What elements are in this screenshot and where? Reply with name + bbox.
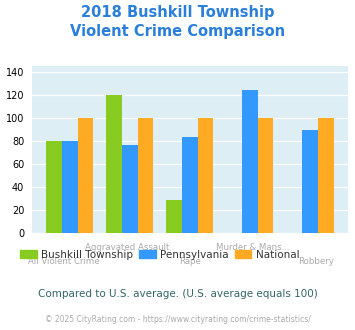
Bar <box>62 141 77 233</box>
Text: Murder & Mans...: Murder & Mans... <box>216 243 290 251</box>
Text: Compared to U.S. average. (U.S. average equals 100): Compared to U.S. average. (U.S. average … <box>38 289 317 299</box>
Legend: Bushkill Township, Pennsylvania, National: Bushkill Township, Pennsylvania, Nationa… <box>16 246 304 264</box>
Bar <box>182 137 198 233</box>
Text: 2018 Bushkill Township
Violent Crime Comparison: 2018 Bushkill Township Violent Crime Com… <box>70 5 285 39</box>
Bar <box>198 118 213 233</box>
Text: © 2025 CityRating.com - https://www.cityrating.com/crime-statistics/: © 2025 CityRating.com - https://www.city… <box>45 315 310 324</box>
Bar <box>302 130 318 233</box>
Bar <box>77 118 93 233</box>
Bar <box>138 118 153 233</box>
Bar <box>122 145 138 233</box>
Bar <box>242 90 258 233</box>
Text: Robbery: Robbery <box>298 257 334 266</box>
Bar <box>106 95 122 233</box>
Bar <box>46 141 62 233</box>
Text: All Violent Crime: All Violent Crime <box>28 257 99 266</box>
Text: Aggravated Assault: Aggravated Assault <box>84 243 169 251</box>
Bar <box>318 118 334 233</box>
Bar <box>166 200 182 233</box>
Text: Rape: Rape <box>179 257 201 266</box>
Bar <box>258 118 273 233</box>
